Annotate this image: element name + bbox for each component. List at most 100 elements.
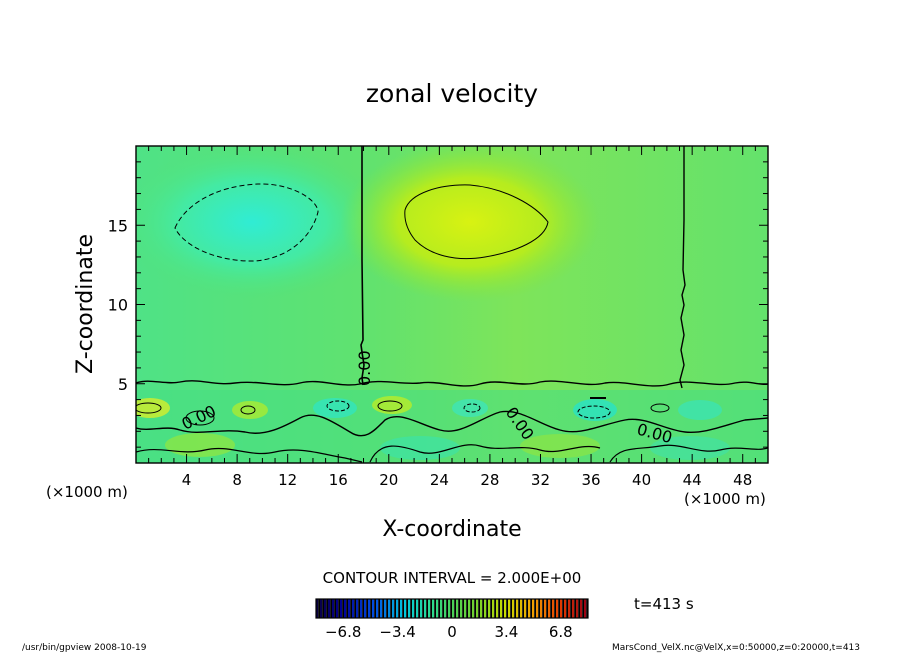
contour-interval: CONTOUR INTERVAL = 2.000E+00 [323, 569, 582, 587]
colorbar-gap [474, 599, 476, 618]
colorbar-swatch [440, 599, 443, 618]
colorbar-swatch [472, 599, 475, 618]
colorbar-swatch [448, 599, 451, 618]
negative-cell-fill [136, 146, 387, 300]
colorbar-gap [494, 599, 496, 618]
colorbar-swatch [564, 599, 567, 618]
colorbar-swatch [416, 599, 419, 618]
colorbar-swatch [456, 599, 459, 618]
colorbar-swatch [552, 599, 555, 618]
colorbar-swatch [568, 599, 571, 618]
colorbar-swatch [516, 599, 519, 618]
colorbar-gap [338, 599, 340, 618]
colorbar-swatch [488, 599, 491, 618]
colorbar-swatch [412, 599, 415, 618]
colorbar-ticks: −6.8 −3.4 0 3.4 6.8 [325, 623, 573, 641]
colorbar-tick-label: −3.4 [379, 623, 415, 641]
colorbar-gap [562, 599, 564, 618]
colorbar-gap [450, 599, 452, 618]
colorbar-gap [358, 599, 360, 618]
colorbar-gap [466, 599, 468, 618]
colorbar-swatch [408, 599, 411, 618]
colorbar-swatch [496, 599, 499, 618]
colorbar-gap [366, 599, 368, 618]
colorbar-gap [486, 599, 488, 618]
x-axis-label: X-coordinate [382, 517, 521, 542]
colorbar-gap [382, 599, 384, 618]
colorbar-gap [546, 599, 548, 618]
x-axis-ticks: 4 8 12 16 20 24 28 32 36 40 44 48 [148, 146, 756, 489]
colorbar-swatch [336, 599, 339, 618]
colorbar-gap [514, 599, 516, 618]
colorbar-gap [362, 599, 364, 618]
footer-right: MarsCond_VelX.nc@VelX,x=0:50000,z=0:2000… [612, 643, 860, 653]
x-unit-right: (×1000 m) [684, 490, 766, 508]
colorbar-swatch [504, 599, 507, 618]
colorbar-swatch [520, 599, 523, 618]
y-tick-label: 15 [108, 216, 128, 235]
negative-contour [174, 183, 319, 262]
colorbar-swatch [508, 599, 511, 618]
colorbar-gap [518, 599, 520, 618]
time-label: t=413 s [634, 595, 694, 613]
colorbar-swatch [576, 599, 579, 618]
colorbar-swatch [332, 599, 335, 618]
colorbar-frame [315, 598, 589, 619]
contour-label: 0.00 [355, 350, 374, 386]
x-tick-label: 40 [632, 471, 651, 489]
x-tick-label: 32 [531, 471, 550, 489]
colorbar-swatch [500, 599, 503, 618]
colorbar-gap [582, 599, 584, 618]
colorbar-swatch [424, 599, 427, 618]
colorbar-swatch [444, 599, 447, 618]
colorbar-gap [526, 599, 528, 618]
colorbar-swatch [468, 599, 471, 618]
colorbar-gap [538, 599, 540, 618]
colorbar-swatch [524, 599, 527, 618]
colorbar-gap [342, 599, 344, 618]
chart-title: zonal velocity [366, 79, 538, 108]
colorbar-swatch [384, 599, 387, 618]
colorbar-gap [534, 599, 536, 618]
plot-field: 0.00 0.00 0.00 0.00 [136, 146, 768, 463]
colorbar-gap [414, 599, 416, 618]
x-tick-label: 20 [379, 471, 398, 489]
colorbar-gap [318, 599, 320, 618]
colorbar-swatch [348, 599, 351, 618]
colorbar-swatch [404, 599, 407, 618]
footer-left: /usr/bin/gpview 2008-10-19 [22, 643, 147, 653]
colorbar-gap [398, 599, 400, 618]
colorbar-gap [378, 599, 380, 618]
colorbar-swatch [532, 599, 535, 618]
colorbar-gap [574, 599, 576, 618]
colorbar-tick-label: 6.8 [549, 623, 573, 641]
colorbar-swatch [392, 599, 395, 618]
colorbar-gap [426, 599, 428, 618]
colorbar-swatch [364, 599, 367, 618]
colorbar-gap [478, 599, 480, 618]
colorbar-swatch [388, 599, 391, 618]
colorbar-gap [394, 599, 396, 618]
colorbar-gap [386, 599, 388, 618]
colorbar-gap [438, 599, 440, 618]
y-axis-ticks: 5 10 15 [108, 161, 768, 448]
colorbar-swatch [432, 599, 435, 618]
x-unit-left: (×1000 m) [46, 483, 128, 501]
colorbar-swatch [548, 599, 551, 618]
zero-line-center [360, 146, 365, 386]
positive-contour [404, 184, 549, 260]
colorbar-swatch [528, 599, 531, 618]
colorbar-swatch [352, 599, 355, 618]
colorbar-gap [530, 599, 532, 618]
colorbar-gap [346, 599, 348, 618]
colorbar-swatch [356, 599, 359, 618]
colorbar-swatch [380, 599, 383, 618]
colorbar-swatch [556, 599, 559, 618]
positive-cell-fill [340, 146, 600, 302]
colorbar-swatch [436, 599, 439, 618]
colorbar-gap [462, 599, 464, 618]
colorbar-gap [322, 599, 324, 618]
colorbar-swatch [344, 599, 347, 618]
colorbar-gap [550, 599, 552, 618]
colorbar-swatch [340, 599, 343, 618]
